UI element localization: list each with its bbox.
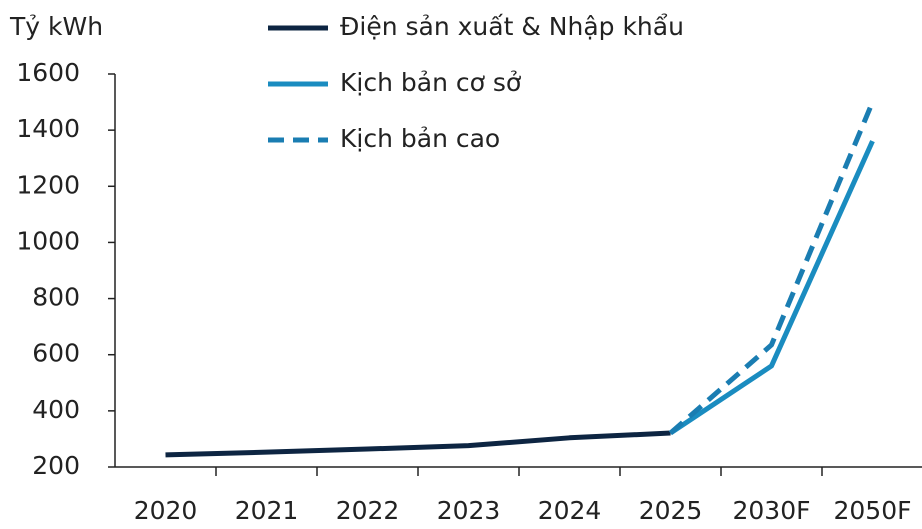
x-tick-label: 2025 xyxy=(639,496,703,525)
x-tick-label: 2022 xyxy=(336,496,400,525)
x-tick-label: 2050F xyxy=(833,496,911,525)
y-tick-label: 1400 xyxy=(16,114,80,143)
y-tick-label: 600 xyxy=(32,339,80,368)
legend-label: Điện sản xuất & Nhập khẩu xyxy=(340,12,684,41)
series-line xyxy=(165,430,671,458)
x-tick-label: 2030F xyxy=(732,496,810,525)
y-tick-label: 1200 xyxy=(16,170,80,199)
x-tick-label: 2021 xyxy=(235,496,299,525)
legend-label: Kịch bản cơ sở xyxy=(340,68,522,97)
y-tick-label: 400 xyxy=(32,395,80,424)
y-tick-label: 200 xyxy=(32,451,80,480)
series-line xyxy=(669,140,875,436)
series-line xyxy=(668,101,875,435)
y-tick-label: 800 xyxy=(32,283,80,312)
x-tick-label: 2020 xyxy=(134,496,198,525)
legend-label: Kịch bản cao xyxy=(340,124,500,153)
x-tick-label: 2024 xyxy=(538,496,602,525)
y-axis-title: Tỷ kWh xyxy=(9,12,103,41)
y-tick-label: 1600 xyxy=(16,58,80,87)
y-tick-label: 1000 xyxy=(16,226,80,255)
x-tick-label: 2023 xyxy=(437,496,501,525)
